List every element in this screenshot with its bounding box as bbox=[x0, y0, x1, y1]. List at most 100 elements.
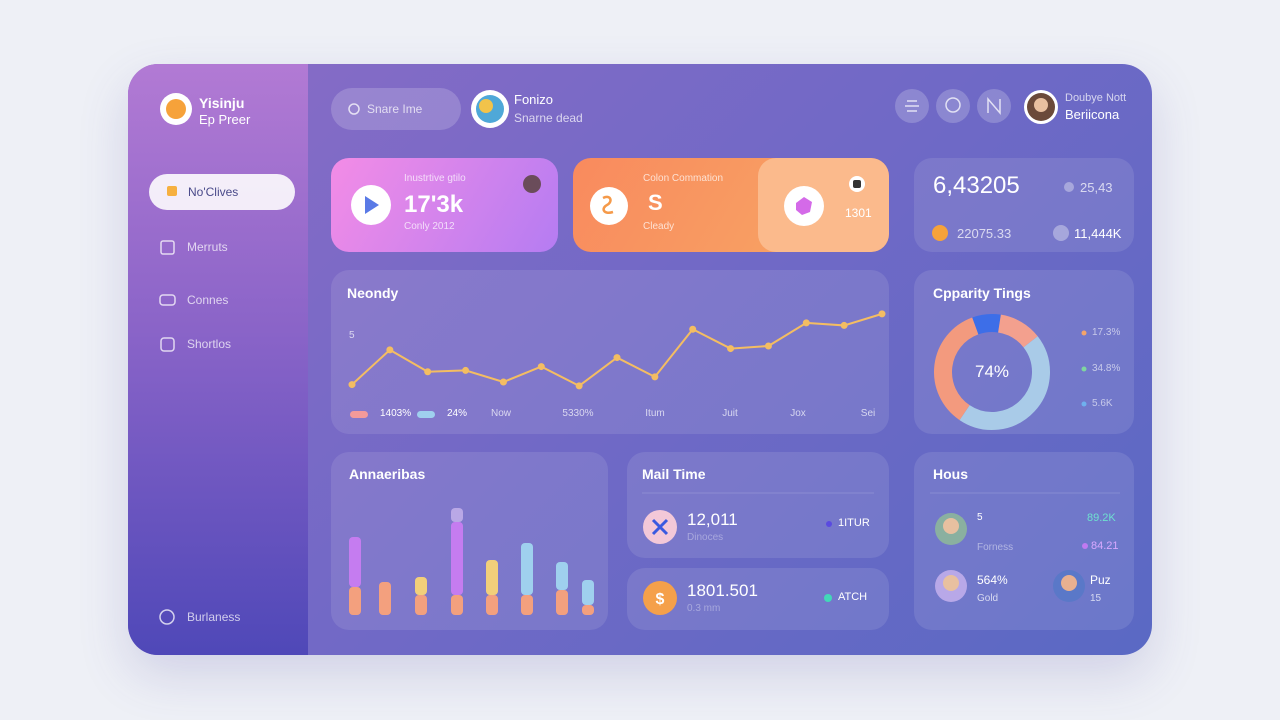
bar-segment bbox=[349, 587, 361, 615]
profile-subtitle: Snarne dead bbox=[514, 111, 583, 125]
card-title: Mail Time bbox=[642, 466, 706, 482]
point bbox=[878, 310, 886, 318]
donut-segment bbox=[972, 314, 1001, 335]
card-title: Neondy bbox=[347, 285, 399, 301]
bar-segment bbox=[556, 590, 568, 615]
bar-segment bbox=[521, 543, 533, 595]
point bbox=[613, 354, 621, 362]
legend-label: 1403% bbox=[380, 408, 412, 419]
brand-subtitle: Ep Preer bbox=[199, 112, 251, 127]
legend-swatch bbox=[350, 411, 368, 418]
hous-value: 84.21 bbox=[1091, 540, 1119, 552]
hous-note: Forness bbox=[977, 542, 1014, 553]
legend-label: 34.8% bbox=[1092, 363, 1121, 374]
card-label: Colon Commation bbox=[643, 173, 724, 184]
card-title: Cpparity Tings bbox=[933, 285, 1031, 301]
hous-name: 564% bbox=[977, 573, 1008, 587]
point bbox=[462, 366, 470, 374]
legend-swatch bbox=[417, 411, 435, 418]
svg-text:$: $ bbox=[656, 591, 665, 608]
point bbox=[689, 325, 697, 333]
card-value: 17'3k bbox=[404, 191, 464, 218]
bar-segment bbox=[451, 522, 463, 595]
hous-name: Puz bbox=[1090, 573, 1111, 587]
card-title: Annaeribas bbox=[349, 466, 426, 482]
nav-item[interactable]: Merruts bbox=[187, 240, 228, 254]
profile-name: Fonizo bbox=[514, 92, 554, 107]
legend-dot bbox=[1081, 366, 1087, 372]
x-label: Now bbox=[490, 408, 512, 419]
bar-segment bbox=[349, 537, 361, 587]
nav-item[interactable]: Shortlos bbox=[187, 337, 232, 351]
card-side-value: 1301 bbox=[845, 206, 872, 220]
donut-segment bbox=[959, 336, 1050, 430]
mail-card bbox=[627, 452, 889, 558]
bar-segment bbox=[582, 605, 594, 615]
point bbox=[840, 321, 848, 329]
point bbox=[802, 319, 810, 327]
bar-segment bbox=[451, 508, 463, 522]
y-tick-label: 5 bbox=[349, 329, 355, 341]
bar-segment bbox=[521, 595, 533, 615]
x-label: 5330% bbox=[562, 408, 594, 419]
bar-segment bbox=[415, 577, 427, 595]
point bbox=[727, 345, 735, 353]
point bbox=[348, 381, 356, 389]
card-note: Cleady bbox=[643, 221, 675, 232]
donut-center-label: 74% bbox=[974, 362, 1010, 381]
point bbox=[764, 342, 772, 350]
legend-dot bbox=[1081, 401, 1087, 407]
search-box[interactable] bbox=[331, 88, 461, 130]
legend-dot bbox=[1081, 330, 1087, 336]
card-value: S bbox=[648, 190, 663, 215]
mail-value: 12,011 bbox=[687, 510, 738, 529]
hous-note: Gold bbox=[977, 593, 999, 604]
card-note: Conly 2012 bbox=[404, 221, 455, 232]
card-label: Inustrtive gtilo bbox=[404, 173, 466, 184]
x-label: Sei bbox=[860, 408, 876, 419]
legend-label: 5.6K bbox=[1092, 398, 1113, 409]
point bbox=[537, 363, 545, 371]
nav-item[interactable]: Connes bbox=[187, 293, 229, 307]
x-label: Jox bbox=[790, 408, 806, 419]
donut-segment bbox=[934, 317, 979, 421]
stat-main: 6,43205 bbox=[933, 172, 1020, 199]
user-subtitle: Beriicona bbox=[1065, 107, 1120, 122]
x-label: Itum bbox=[645, 408, 665, 419]
bar-segment bbox=[486, 560, 498, 595]
mail-tag: 1ITUR bbox=[838, 517, 870, 529]
hous-name: 5 bbox=[977, 512, 983, 523]
mail-tag: ATCH bbox=[838, 591, 868, 603]
point bbox=[424, 368, 432, 376]
hous-note: 15 bbox=[1090, 593, 1102, 604]
brand-title: Yisinju bbox=[199, 95, 245, 111]
legend-label: 17.3% bbox=[1092, 327, 1121, 338]
user-name: Doubye Nott bbox=[1065, 92, 1127, 104]
hous-value: 89.2K bbox=[1087, 512, 1116, 524]
stat-left: 22075.33 bbox=[957, 226, 1012, 241]
sidebar bbox=[128, 64, 308, 655]
point bbox=[499, 378, 507, 386]
stat-right: 11,444K bbox=[1074, 226, 1122, 241]
point bbox=[651, 373, 659, 381]
nav-footer[interactable]: Burlaness bbox=[187, 610, 241, 624]
mail-value: 1801.501 bbox=[687, 581, 758, 600]
bar-segment bbox=[415, 595, 427, 615]
donut-segment bbox=[997, 314, 1038, 348]
bar-segment bbox=[451, 595, 463, 615]
line-card bbox=[331, 270, 889, 434]
x-label: Juit bbox=[722, 408, 738, 419]
point bbox=[386, 346, 394, 354]
card-title: Hous bbox=[933, 466, 968, 482]
stats-card bbox=[914, 158, 1134, 252]
mail-note: 0.3 mm bbox=[687, 603, 721, 614]
point bbox=[575, 382, 583, 390]
search-placeholder[interactable]: Snare Ime bbox=[367, 102, 423, 116]
nav-item[interactable]: No'Clives bbox=[188, 185, 239, 199]
line bbox=[351, 312, 883, 388]
bar-segment bbox=[582, 580, 594, 605]
legend-label: 24% bbox=[447, 408, 468, 419]
bar-segment bbox=[379, 582, 391, 615]
